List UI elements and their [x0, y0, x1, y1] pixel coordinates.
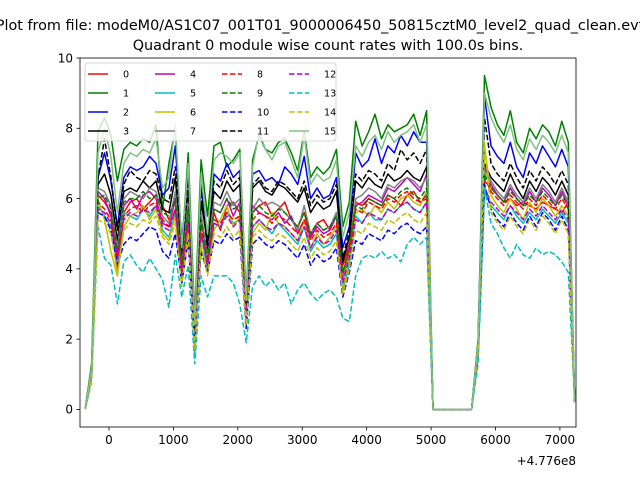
- x-axis-offset-label: +4.776e8: [517, 454, 576, 468]
- series-line-2: [84, 95, 576, 411]
- series-line-15: [84, 92, 576, 411]
- y-tick-label: 0: [65, 403, 73, 417]
- y-tick-label: 4: [65, 262, 73, 276]
- legend-label-13: 13: [324, 89, 336, 100]
- legend-label-10: 10: [257, 108, 269, 119]
- legend-label-3: 3: [123, 127, 129, 138]
- legend-label-4: 4: [190, 70, 196, 81]
- y-tick-label: 2: [65, 332, 73, 346]
- series-line-10: [84, 183, 576, 411]
- series-line-6: [84, 145, 576, 411]
- series-line-9: [84, 173, 576, 411]
- legend-label-6: 6: [190, 108, 196, 119]
- series-line-1: [84, 74, 576, 411]
- series-line-8: [84, 176, 576, 411]
- legend-label-8: 8: [257, 70, 263, 81]
- legend-label-12: 12: [324, 70, 336, 81]
- legend-label-15: 15: [324, 127, 336, 138]
- x-tick-label: 5000: [416, 433, 447, 447]
- y-tick-label: 10: [58, 51, 73, 65]
- legend-label-14: 14: [324, 108, 336, 119]
- series-line-11: [84, 116, 576, 411]
- x-tick-label: 3000: [287, 433, 318, 447]
- chart-title: Quadrant 0 module wise count rates with …: [133, 38, 524, 54]
- series-line-12: [84, 187, 576, 411]
- series-line-14: [84, 141, 576, 411]
- legend-label-7: 7: [190, 127, 196, 138]
- x-tick-label: 4000: [351, 433, 382, 447]
- y-tick-label: 6: [65, 192, 73, 206]
- series-line-5: [84, 190, 576, 411]
- x-tick-label: 6000: [480, 433, 511, 447]
- legend-label-9: 9: [257, 89, 263, 100]
- y-tick-label: 8: [65, 122, 73, 136]
- x-tick-label: 7000: [545, 433, 576, 447]
- x-tick-label: 2000: [223, 433, 254, 447]
- legend-label-2: 2: [123, 108, 129, 119]
- plot-area-frame: [79, 57, 577, 428]
- x-tick-label: 1000: [158, 433, 189, 447]
- legend-label-5: 5: [190, 89, 196, 100]
- plot-series-layer: [84, 74, 576, 411]
- series-line-13: [84, 187, 576, 411]
- legend-label-1: 1: [123, 89, 129, 100]
- figure-suptitle: Plot from file: modeM0/AS1C07_001T01_900…: [0, 18, 640, 34]
- series-line-4: [84, 166, 576, 411]
- legend-frame: [84, 62, 337, 142]
- legend-label-11: 11: [257, 127, 269, 138]
- series-line-3: [84, 162, 576, 411]
- legend-label-0: 0: [123, 70, 129, 81]
- x-tick-label: 0: [105, 433, 113, 447]
